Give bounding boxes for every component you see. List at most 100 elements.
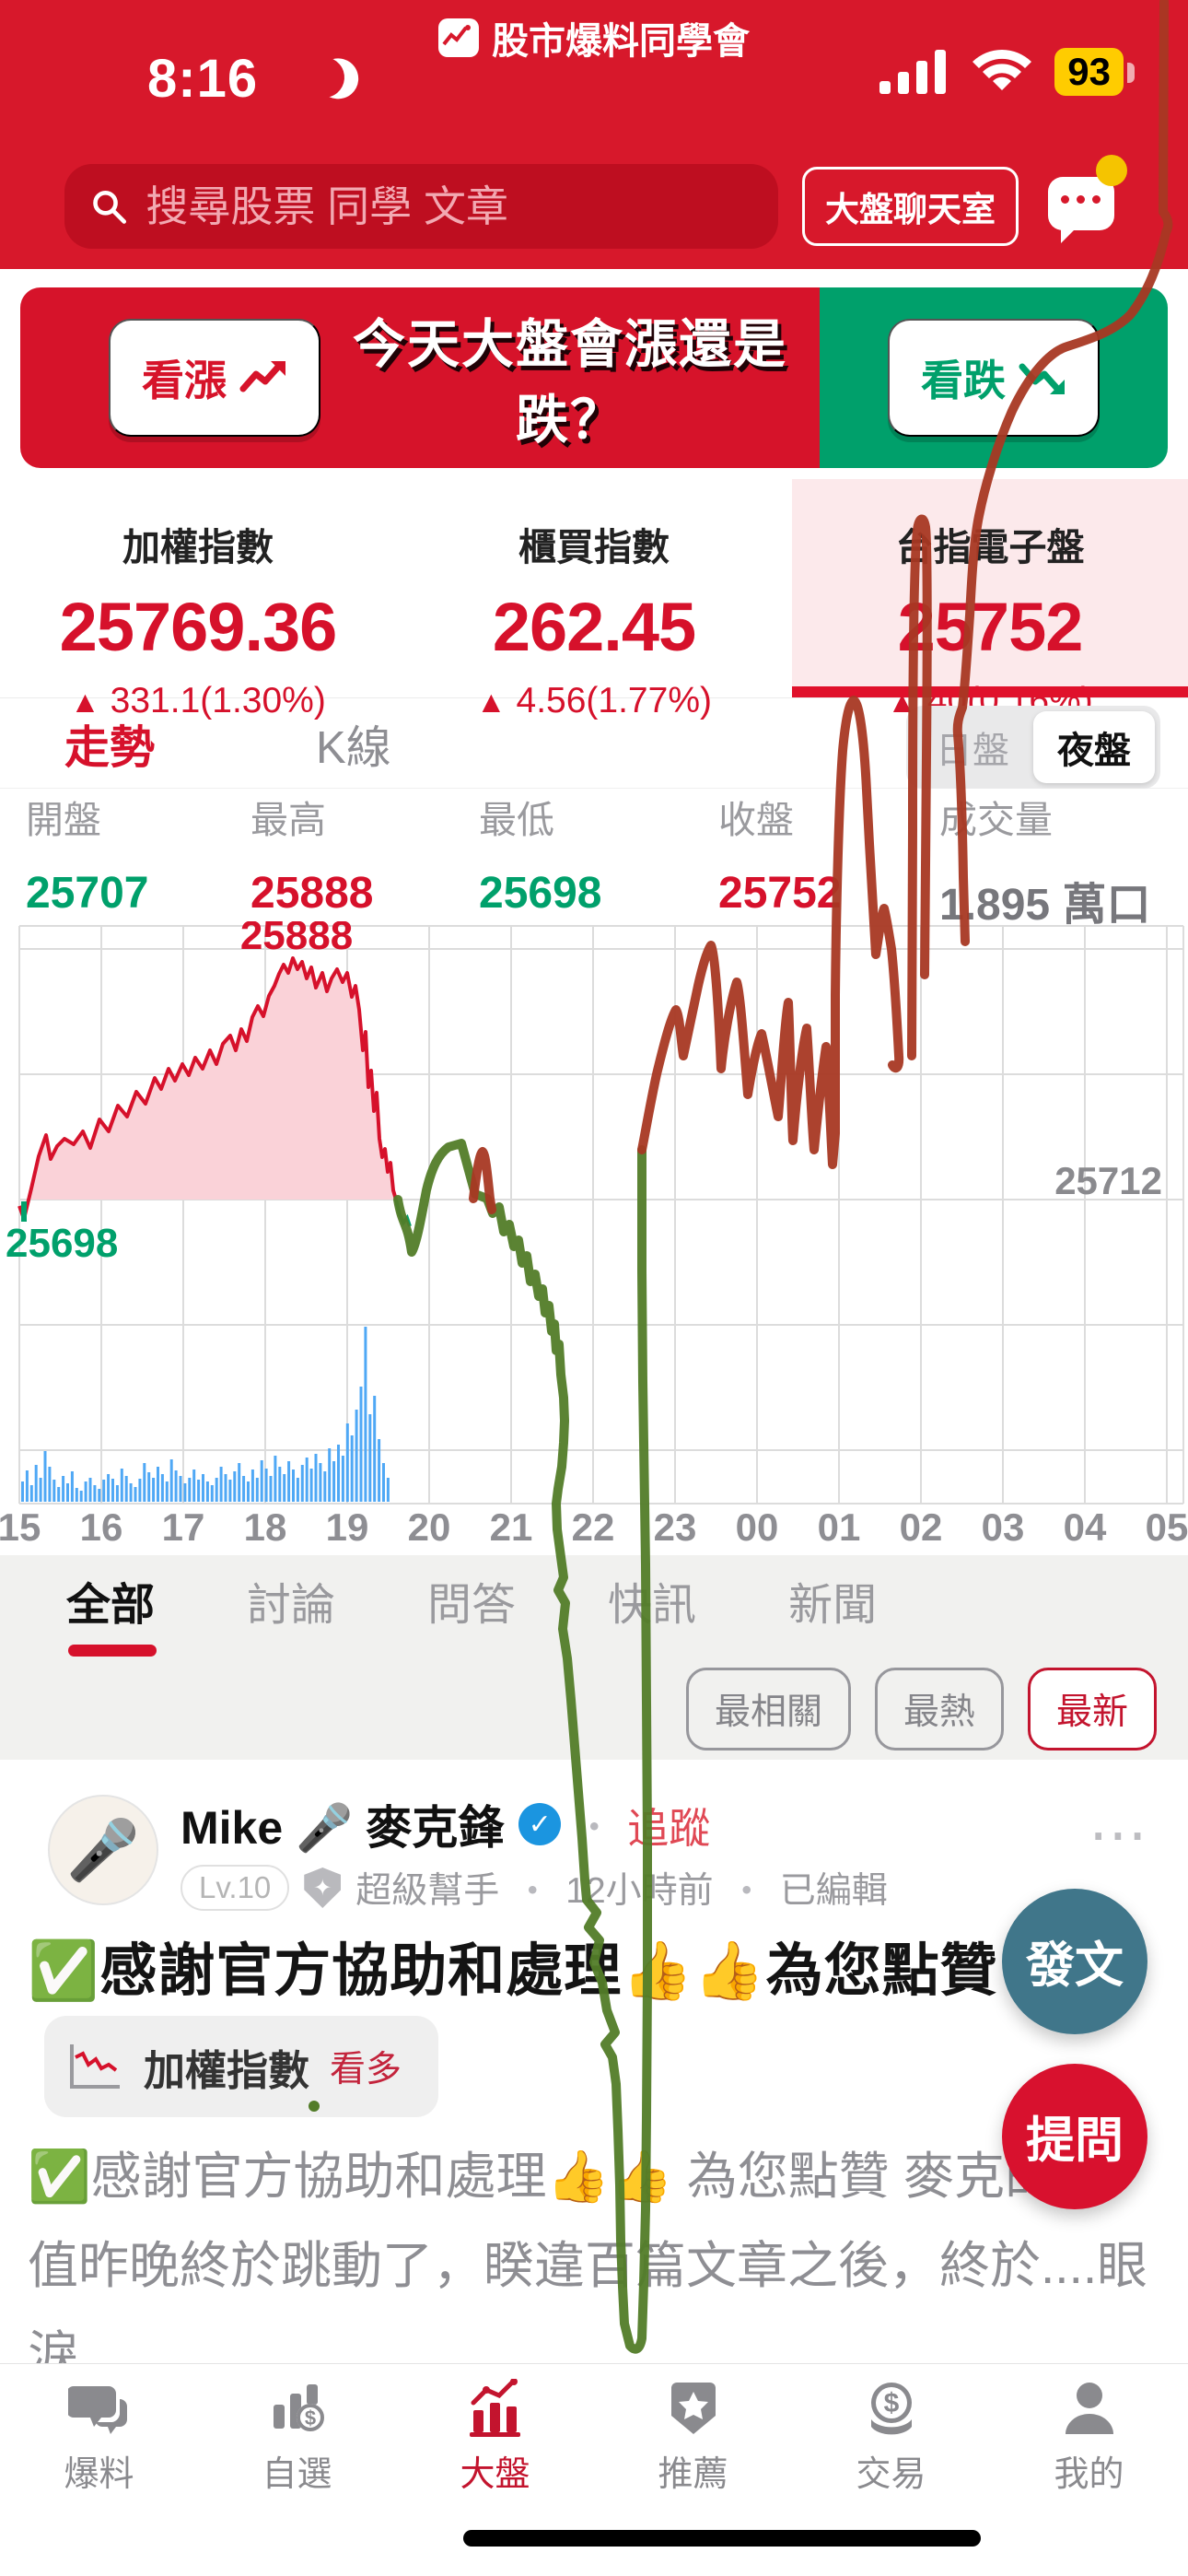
battery-indicator: 93 [1054, 48, 1135, 96]
follow-button[interactable]: 追蹤 [627, 1804, 711, 1852]
svg-text:04: 04 [1064, 1505, 1107, 1549]
market-poll-banner: 看漲 今天大盤會漲還是跌？ 看跌 [20, 287, 1168, 468]
trend-down-icon [1019, 363, 1065, 394]
home-indicator[interactable] [463, 2530, 981, 2547]
svg-text:$: $ [304, 2406, 315, 2430]
sort-most-relevant[interactable]: 最相關 [685, 1668, 851, 1751]
session-toggle: 日盤 夜盤 [906, 706, 1160, 789]
bars-dollar-icon: $ [273, 2384, 324, 2431]
bullish-label: 看多 [330, 2050, 402, 2090]
svg-text:15: 15 [0, 1505, 41, 1549]
community-section: 全部 討論 問答 快訊 新聞 最相關 最熱 最新 [0, 1555, 1188, 1760]
trend-chart[interactable]: 15 16 17 18 19 20 21 22 23 00 01 02 03 04 05 25888 25698… [0, 913, 1188, 1557]
trend-up-icon [239, 361, 285, 392]
svg-text:17: 17 [162, 1505, 205, 1549]
app-logo-icon [438, 18, 479, 57]
verified-badge-icon: ✓ [518, 1803, 562, 1845]
nav-watchlist[interactable]: $ 自選 [198, 2364, 396, 2520]
svg-text:01: 01 [818, 1505, 861, 1549]
tab-all[interactable]: 全部 [66, 1568, 157, 1657]
quote-stats: 開盤 25707 最高 25888 最低 25698 收盤 25752 成交量 1.895… [0, 789, 1188, 930]
status-icons: 93 [879, 48, 1135, 96]
more-options-button[interactable]: ⋯ [1089, 1801, 1151, 1868]
avatar[interactable]: 🎤 [48, 1795, 158, 1905]
up-triangle-icon: ▲ [70, 685, 100, 719]
index-futures-electronic[interactable]: 台指電子盤 25752 ▲ 40(0.16%) [792, 479, 1188, 720]
tab-flash[interactable]: 快訊 [608, 1581, 697, 1630]
star-badge-icon [670, 2383, 716, 2434]
sort-hottest[interactable]: 最熱 [874, 1668, 1004, 1751]
up-triangle-icon: ▲ [476, 685, 507, 719]
search-icon [93, 191, 127, 224]
svg-text:03: 03 [982, 1505, 1025, 1549]
helper-shield-icon: ✦ [304, 1868, 342, 1908]
market-chart-icon [469, 2379, 520, 2437]
status-time: 8:16 [147, 49, 259, 109]
post-edited: 已編輯 [779, 1871, 888, 1911]
nav-profile[interactable]: 我的 [990, 2364, 1188, 2520]
create-post-fab[interactable]: 發文 [1002, 1889, 1147, 2034]
svg-text:00: 00 [736, 1505, 779, 1549]
tab-trend[interactable]: 走勢 [64, 723, 156, 773]
app-title-bar: 股市爆料同學會 [0, 11, 1188, 64]
level-badge: Lv.10 [181, 1865, 290, 1911]
vote-bear-button[interactable]: 看跌 [888, 319, 1100, 437]
chart-tab-bar: 走勢 K線 日盤 夜盤 [0, 700, 1188, 789]
index-otc[interactable]: 櫃買指數 262.45 ▲ 4.56(1.77%) [476, 526, 712, 720]
dollar-coin-icon: $ [870, 2383, 912, 2435]
stat-volume: 成交量 1.895 萬口 [939, 799, 1151, 930]
index-strip: 加權指數 25769.36 ▲ 331.1(1.30%) 櫃買指數 262.45… [0, 479, 1188, 720]
app-header: 股市爆料同學會 8:16 93 大盤聊天室 [0, 0, 1188, 269]
svg-text:21: 21 [490, 1505, 533, 1549]
svg-text:19: 19 [326, 1505, 369, 1549]
toggle-day-session[interactable]: 日盤 [936, 731, 1009, 771]
tab-kline[interactable]: K線 [316, 723, 391, 773]
svg-text:20: 20 [408, 1505, 451, 1549]
ask-question-fab[interactable]: 提問 [1002, 2064, 1147, 2209]
chat-bubbles-icon [67, 2386, 127, 2434]
market-chatroom-button[interactable]: 大盤聊天室 [802, 167, 1019, 246]
search-input[interactable] [144, 181, 752, 232]
trend-chart-svg: 15 16 17 18 19 20 21 22 23 00 01 02 03 04 05 25888 25698… [0, 913, 1188, 1549]
helper-badge: 超級幫手 [355, 1871, 500, 1911]
svg-text:25712: 25712 [1054, 1159, 1162, 1202]
mini-chart-icon [70, 2044, 120, 2089]
toggle-night-session[interactable]: 夜盤 [1033, 711, 1155, 783]
wifi-icon [973, 50, 1032, 90]
svg-text:25698: 25698 [6, 1221, 118, 1266]
post-time: 12小時前 [565, 1871, 714, 1911]
app-title: 股市爆料同學會 [492, 21, 750, 62]
svg-text:25888: 25888 [240, 921, 353, 958]
stat-low: 最低 25698 [479, 799, 602, 918]
nav-market[interactable]: 大盤 [396, 2364, 594, 2520]
stat-high: 最高 25888 [250, 799, 374, 918]
stock-tag[interactable]: 加權指數 看多 [44, 2016, 439, 2117]
svg-text:$: $ [883, 2388, 899, 2418]
bottom-nav: 爆料 $ 自選 大盤 推薦 $ 交易 我的 [0, 2363, 1188, 2520]
nav-recommend[interactable]: 推薦 [594, 2364, 792, 2520]
post-author[interactable]: Mike 🎤 麥克鋒 [181, 1802, 505, 1854]
messages-icon[interactable] [1042, 155, 1127, 243]
post-card[interactable]: 🎤 Mike 🎤 麥克鋒 ✓ ・ 追蹤 Lv.10 ✦ 超級幫手 ・ 12小時前… [0, 1760, 1188, 2473]
poll-question: 今天大盤會漲還是跌？ [353, 315, 787, 450]
notification-dot [1096, 155, 1127, 186]
tab-news[interactable]: 新聞 [788, 1581, 878, 1630]
stat-open: 開盤 25707 [26, 799, 149, 918]
svg-text:22: 22 [572, 1505, 615, 1549]
stat-close: 收盤 25752 [718, 799, 842, 918]
nav-trade[interactable]: $ 交易 [792, 2364, 990, 2520]
search-bar[interactable] [64, 164, 778, 249]
index-taiex[interactable]: 加權指數 25769.36 ▲ 331.1(1.30%) [59, 526, 338, 720]
person-icon [1065, 2383, 1113, 2434]
sort-newest[interactable]: 最新 [1027, 1668, 1157, 1751]
signal-icon [879, 50, 947, 94]
svg-text:05: 05 [1146, 1505, 1188, 1549]
post-title[interactable]: ✅感謝官方協助和處理👍👍為您點贊 [28, 1939, 998, 2003]
tab-qa[interactable]: 問答 [427, 1581, 517, 1630]
svg-text:02: 02 [900, 1505, 943, 1549]
tab-discussion[interactable]: 討論 [247, 1581, 336, 1630]
vote-bull-button[interactable]: 看漲 [109, 319, 320, 437]
svg-text:23: 23 [654, 1505, 697, 1549]
nav-leaks[interactable]: 爆料 [0, 2364, 198, 2520]
